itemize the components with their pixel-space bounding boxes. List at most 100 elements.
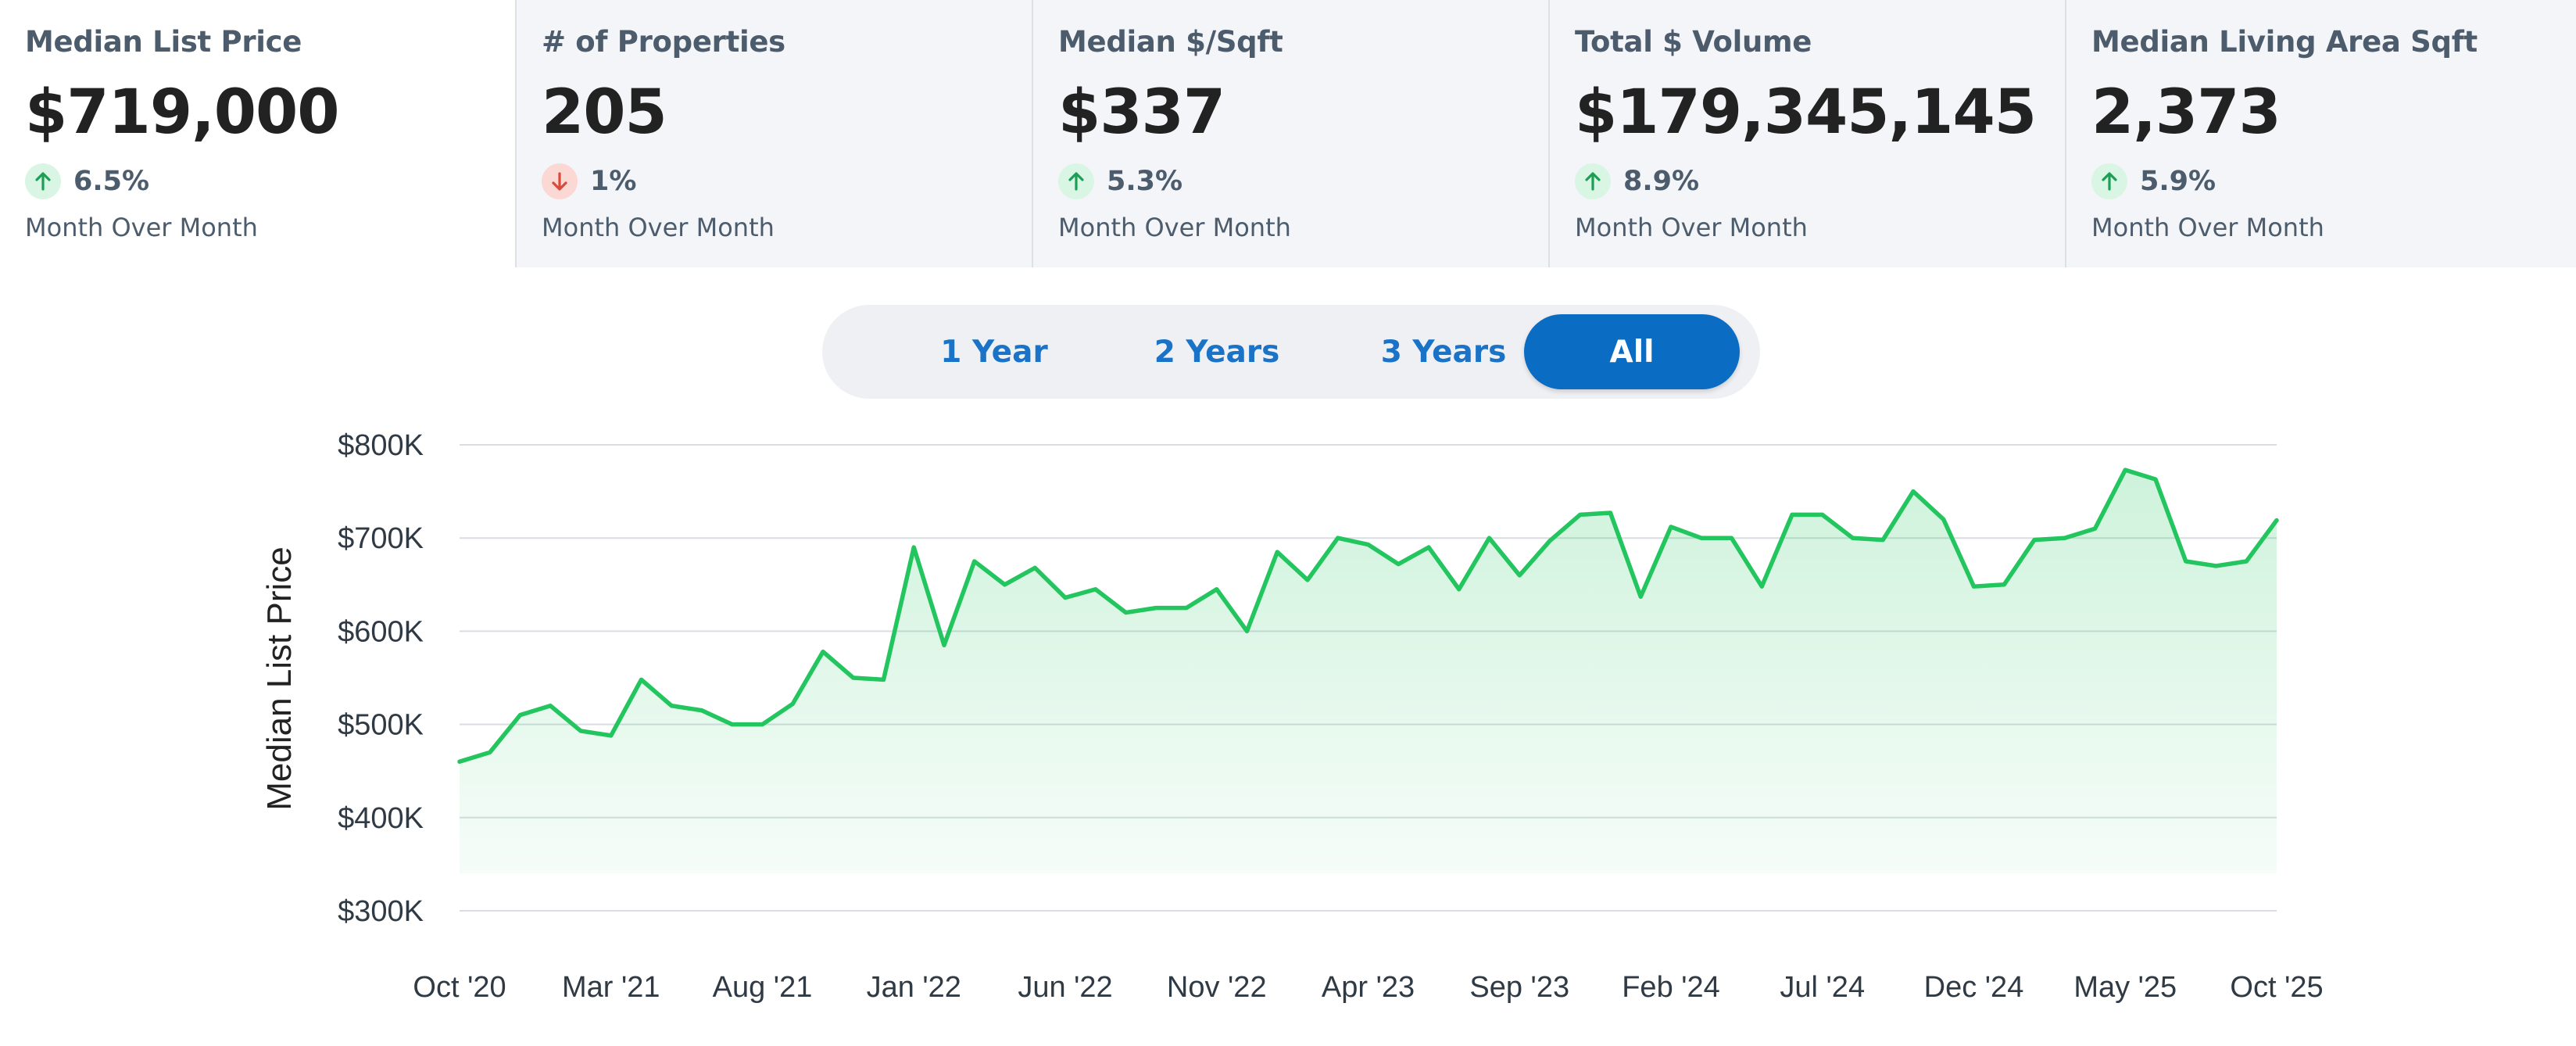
stat-card[interactable]: Total $ Volume $179,345,145 8.9% Month O… xyxy=(1550,0,2066,267)
y-axis-title: Median List Price xyxy=(260,546,299,810)
stat-label: Median Living Area Sqft xyxy=(2091,25,2478,59)
x-tick-label: Jul '24 xyxy=(1780,971,1865,1004)
data-point[interactable] xyxy=(1336,536,1340,540)
data-point[interactable] xyxy=(1972,584,1977,589)
data-point[interactable] xyxy=(1457,587,1462,592)
data-point[interactable] xyxy=(1578,512,1583,517)
data-point[interactable] xyxy=(1608,510,1613,515)
data-point[interactable] xyxy=(1003,582,1007,587)
stat-value: 205 xyxy=(542,77,667,148)
data-point[interactable] xyxy=(1941,517,1946,521)
data-point[interactable] xyxy=(1669,525,1673,529)
data-point[interactable] xyxy=(1699,536,1704,540)
series-area xyxy=(460,470,2277,873)
data-point[interactable] xyxy=(2032,538,2037,543)
stat-change: 5.3% xyxy=(1058,161,1548,202)
data-point[interactable] xyxy=(1215,587,1219,592)
data-point[interactable] xyxy=(578,729,583,733)
data-point[interactable] xyxy=(1275,550,1279,554)
data-point[interactable] xyxy=(457,759,462,764)
stat-card[interactable]: Median Living Area Sqft 2,373 5.9% Month… xyxy=(2066,0,2576,267)
data-point[interactable] xyxy=(1547,539,1552,543)
stat-value: $719,000 xyxy=(25,77,340,148)
x-tick-label: Apr '23 xyxy=(1322,971,1415,1004)
y-tick-label: $300K xyxy=(338,895,424,928)
data-point[interactable] xyxy=(2153,477,2158,482)
data-point[interactable] xyxy=(2123,467,2127,472)
x-tick-label: Jun '22 xyxy=(1018,971,1112,1004)
data-point[interactable] xyxy=(911,545,916,550)
stat-period: Month Over Month xyxy=(1058,213,1291,242)
data-point[interactable] xyxy=(1880,538,1885,543)
data-point[interactable] xyxy=(972,559,977,564)
data-point[interactable] xyxy=(1366,543,1371,547)
change-percent: 5.3% xyxy=(1107,166,1183,197)
x-tick-label: Feb '24 xyxy=(1622,971,1720,1004)
data-point[interactable] xyxy=(1184,606,1189,611)
data-point[interactable] xyxy=(488,750,492,754)
data-point[interactable] xyxy=(1638,594,1643,599)
stat-period: Month Over Month xyxy=(2091,213,2324,242)
data-point[interactable] xyxy=(1154,606,1158,611)
data-point[interactable] xyxy=(882,677,886,682)
y-tick-label: $800K xyxy=(338,429,424,462)
data-point[interactable] xyxy=(1730,536,1734,540)
data-point[interactable] xyxy=(2063,536,2067,540)
change-percent: 6.5% xyxy=(73,166,150,197)
data-point[interactable] xyxy=(699,708,704,713)
data-point[interactable] xyxy=(730,722,735,727)
stat-card[interactable]: # of Properties 205 1% Month Over Month xyxy=(517,0,1033,267)
x-tick-label: Sep '23 xyxy=(1469,971,1569,1004)
data-point[interactable] xyxy=(1063,595,1068,600)
range-button-all[interactable]: All xyxy=(1524,314,1740,389)
data-point[interactable] xyxy=(1759,584,1764,589)
data-point[interactable] xyxy=(1820,512,1825,517)
range-button-3-years[interactable]: 3 Years xyxy=(1380,334,1507,370)
data-point[interactable] xyxy=(518,713,523,718)
data-point[interactable] xyxy=(1305,578,1310,582)
y-tick-label: $600K xyxy=(338,615,424,648)
data-point[interactable] xyxy=(2184,559,2188,564)
data-point[interactable] xyxy=(1245,629,1250,633)
data-point[interactable] xyxy=(1396,562,1401,567)
x-tick-label: Oct '25 xyxy=(2230,971,2323,1004)
data-point[interactable] xyxy=(1851,536,1855,540)
data-point[interactable] xyxy=(2214,564,2219,568)
stat-change: 6.5% xyxy=(25,161,515,202)
stat-card[interactable]: Median $/Sqft $337 5.3% Month Over Month xyxy=(1033,0,1550,267)
data-point[interactable] xyxy=(1093,587,1098,592)
range-button-2-years[interactable]: 2 Years xyxy=(1154,334,1280,370)
data-point[interactable] xyxy=(669,704,674,708)
x-tick-label: Mar '21 xyxy=(562,971,660,1004)
data-point[interactable] xyxy=(548,704,553,708)
data-point[interactable] xyxy=(1487,536,1492,540)
data-point[interactable] xyxy=(760,722,765,727)
data-point[interactable] xyxy=(2244,559,2249,564)
series-line xyxy=(457,467,2279,765)
data-point[interactable] xyxy=(1911,489,1916,494)
data-point[interactable] xyxy=(639,677,644,682)
arrow-up-icon xyxy=(1575,163,1611,199)
stat-card[interactable]: Median List Price $719,000 6.5% Month Ov… xyxy=(0,0,517,267)
data-point[interactable] xyxy=(851,675,856,680)
arrow-up-icon xyxy=(25,163,61,199)
data-point[interactable] xyxy=(790,701,795,706)
change-percent: 1% xyxy=(590,166,637,197)
data-point[interactable] xyxy=(942,643,946,647)
data-point[interactable] xyxy=(609,733,614,738)
data-point[interactable] xyxy=(1032,565,1037,570)
data-point[interactable] xyxy=(1790,512,1794,517)
stat-change: 8.9% xyxy=(1575,161,2065,202)
data-point[interactable] xyxy=(2274,518,2279,523)
x-tick-label: Nov '22 xyxy=(1167,971,1267,1004)
stats-bar: Median List Price $719,000 6.5% Month Ov… xyxy=(0,0,2576,267)
data-point[interactable] xyxy=(2093,526,2098,531)
data-point[interactable] xyxy=(2002,582,2006,587)
arrow-up-icon xyxy=(2091,163,2127,199)
stat-label: # of Properties xyxy=(542,25,785,59)
data-point[interactable] xyxy=(821,650,825,654)
data-point[interactable] xyxy=(1426,545,1431,550)
data-point[interactable] xyxy=(1124,611,1129,615)
data-point[interactable] xyxy=(1517,573,1522,578)
range-button-1-year[interactable]: 1 Year xyxy=(940,334,1048,370)
